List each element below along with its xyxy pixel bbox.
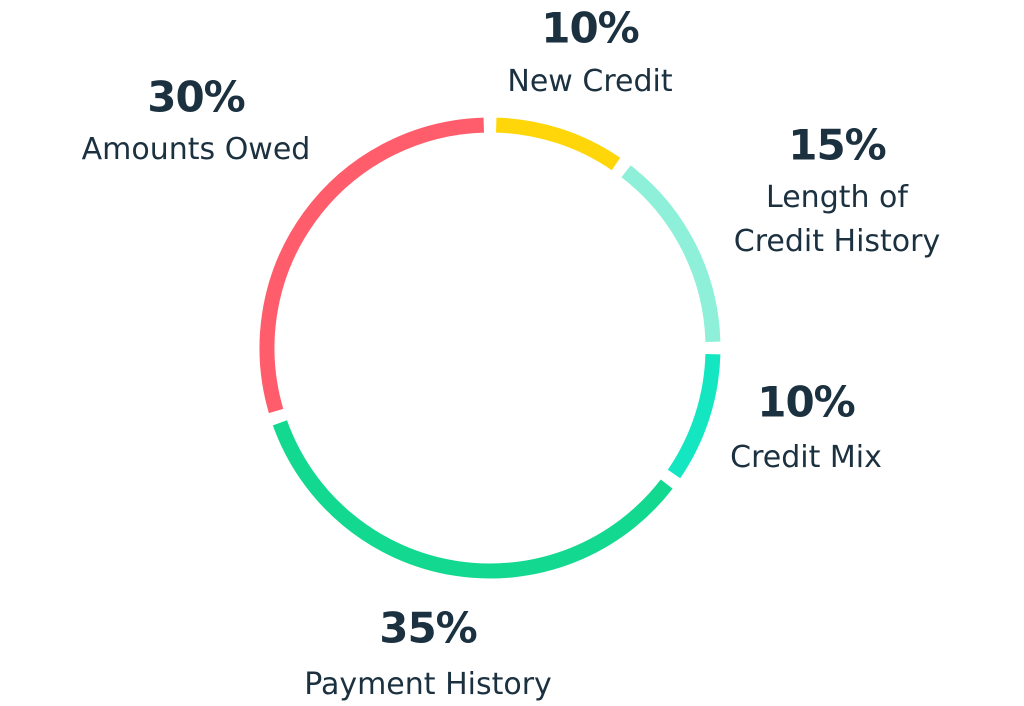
value-label: 10% <box>541 3 640 53</box>
category-label: Amounts Owed <box>81 132 311 167</box>
category-label: Length of Credit History <box>733 180 941 259</box>
slice <box>495 117 621 171</box>
value-label: 35% <box>379 603 478 653</box>
value-label: 30% <box>147 72 246 122</box>
slice <box>667 353 721 479</box>
slice <box>621 165 721 342</box>
slice <box>272 420 673 579</box>
value-label: 10% <box>757 377 856 427</box>
slice <box>259 117 484 414</box>
category-label: Credit Mix <box>730 440 882 475</box>
value-label: 15% <box>788 120 887 170</box>
category-label: Payment History <box>304 667 552 702</box>
category-label: New Credit <box>507 64 673 99</box>
